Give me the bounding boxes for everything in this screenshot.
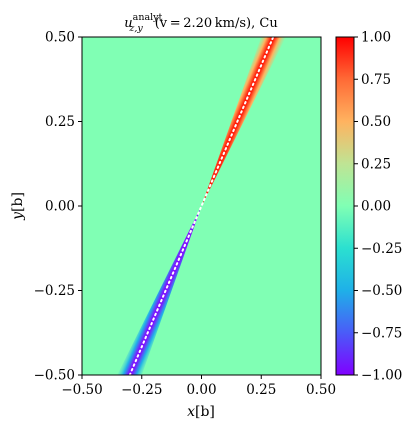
x-tick-label: −0.25	[121, 382, 162, 398]
x-axis: −0.50 −0.25 0.00 0.25 0.50	[61, 375, 336, 398]
chart-title: uanalyt z,y (v = 2.20 km/s), Cu	[124, 12, 277, 34]
colorbar-ticks: 1.00 0.75 0.50 0.25 0.00 −0.25 −0.50 −0.75 −1.00	[354, 30, 402, 384]
title-main: u	[124, 16, 132, 31]
reference-dotted-line	[128, 37, 275, 375]
x-tick-label: 0.25	[246, 382, 276, 398]
colorbar-tick-label: −0.25	[361, 241, 402, 257]
colorbar-gradient	[335, 36, 355, 376]
colorbar: 1.00 0.75 0.50 0.25 0.00 −0.25 −0.50 −0.75 −1.00	[335, 30, 402, 384]
y-tick-label: −0.25	[34, 283, 75, 299]
title-subscript: z,y	[128, 23, 143, 34]
y-tick-label: 0.25	[45, 114, 75, 130]
x-axis-label: x[b]	[187, 404, 215, 420]
colorbar-tick-label: 0.25	[361, 156, 391, 172]
colorbar-tick-label: 0.00	[361, 199, 391, 215]
negative-lobe	[107, 206, 202, 375]
colorbar-tick-label: −1.00	[361, 368, 402, 384]
colorbar-tick-label: −0.50	[361, 283, 402, 299]
colorbar-tick-label: 0.50	[361, 114, 391, 130]
x-tick-label: −0.50	[61, 382, 102, 398]
x-tick-label: 0.50	[306, 382, 336, 398]
heatmap-plot	[82, 37, 321, 375]
positive-lobe	[201, 37, 296, 206]
x-tick-label: 0.00	[186, 382, 216, 398]
colorbar-tick-label: 0.75	[361, 72, 391, 88]
y-tick-label: 0.50	[45, 30, 75, 46]
y-tick-label: −0.50	[34, 368, 75, 384]
colorbar-tick-label: 1.00	[361, 30, 391, 46]
colorbar-tick-label: −0.75	[361, 325, 402, 341]
y-axis-label: y[b]	[10, 192, 26, 221]
y-tick-label: 0.00	[45, 199, 75, 215]
title-superscript: analyt	[133, 12, 163, 23]
title-rest: (v = 2.20 km/s), Cu	[155, 16, 278, 31]
y-axis: 0.50 0.25 0.00 −0.25 −0.50	[34, 30, 82, 384]
